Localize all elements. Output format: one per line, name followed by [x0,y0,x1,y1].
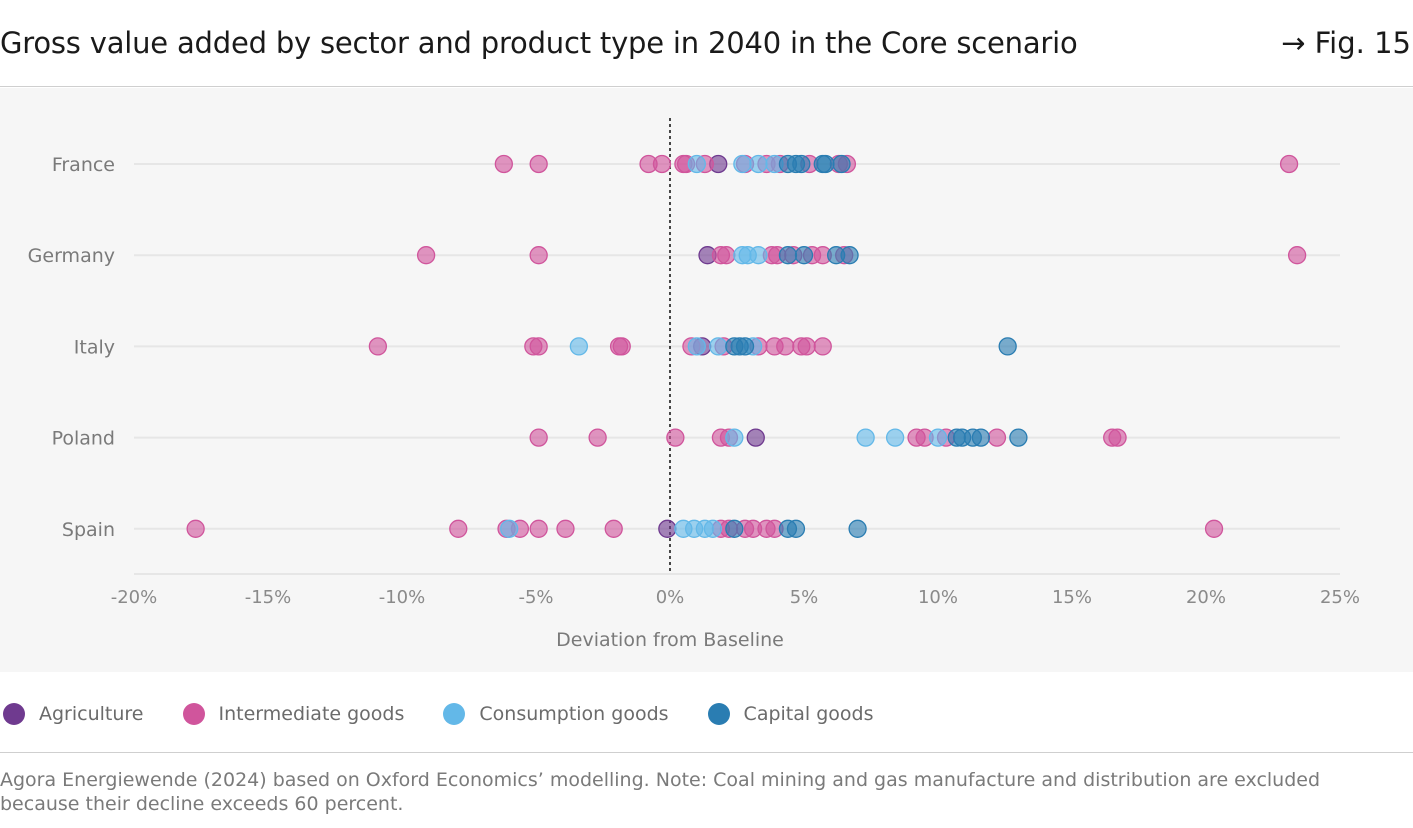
point-intermediate-goods [1279,154,1299,174]
point-capital-goods [794,246,814,265]
x-tick-label: -20% [111,587,158,608]
point-intermediate-goods [449,519,468,538]
legend: Agriculture Intermediate goods Consumpti… [0,700,909,728]
point-capital-goods [1009,428,1028,447]
x-tick-label: 25% [1320,587,1360,608]
x-tick-label: 5% [790,587,819,608]
point-consumption-goods [569,337,589,356]
point-intermediate-goods [529,519,548,538]
point-intermediate-goods [813,337,832,356]
point-capital-goods [725,519,744,538]
point-intermediate-goods [1287,246,1307,265]
point-intermediate-goods [776,337,795,356]
point-intermediate-goods [588,428,607,447]
point-intermediate-goods [368,337,388,356]
x-tick-label: 10% [918,587,958,608]
legend-item-intermediate-goods: Intermediate goods [180,703,405,725]
point-consumption-goods [928,428,948,447]
point-intermediate-goods [666,428,685,447]
x-axis-ticks: -20% -15% -10% -5% 0% 5% 10% 15% 20% 25% [111,587,1360,608]
point-consumption-goods [709,337,728,356]
x-tick-label: 0% [656,587,685,608]
chart-title: Gross value added by sector and product … [0,26,1078,60]
point-intermediate-goods [186,519,205,538]
point-intermediate-goods [529,246,548,265]
category-label: France [52,154,115,176]
category-label: Spain [62,519,115,541]
point-intermediate-goods [1108,428,1127,447]
point-agriculture [746,428,765,447]
x-tick-label: -10% [379,587,426,608]
category-label: Italy [74,336,115,358]
legend-item-agriculture: Agriculture [0,703,144,725]
legend-label: Agriculture [39,703,144,725]
category-label: Germany [28,245,115,267]
point-intermediate-goods [1204,519,1224,538]
figure-reference: → Fig. 15 [1281,26,1411,60]
point-consumption-goods [749,154,768,174]
point-capital-goods [832,154,851,174]
legend-swatch [182,703,205,725]
point-intermediate-goods [717,246,736,265]
legend-label: Capital goods [743,703,874,725]
header-divider [0,86,1413,87]
point-consumption-goods [856,428,875,447]
point-intermediate-goods [612,337,631,356]
legend-swatch [3,703,25,725]
x-tick-label: 20% [1186,587,1226,608]
x-tick-label: 15% [1052,587,1092,608]
point-consumption-goods [687,154,706,174]
point-capital-goods [735,337,755,356]
point-consumption-goods [703,519,723,538]
point-intermediate-goods [556,519,575,538]
point-capital-goods [971,428,991,447]
legend-label: Intermediate goods [218,703,405,725]
point-consumption-goods [733,154,752,174]
point-consumption-goods [885,428,905,447]
point-intermediate-goods [797,337,816,356]
point-consumption-goods [687,337,706,356]
point-consumption-goods [725,428,744,447]
legend-item-consumption-goods: Consumption goods [440,703,669,725]
point-agriculture [658,519,677,538]
data-points [186,154,1307,538]
point-intermediate-goods [529,154,548,174]
point-capital-goods [816,154,835,174]
point-intermediate-goods [416,246,436,265]
category-labels: France Germany Italy Poland Spain [28,154,115,541]
source-note: Agora Energiewende (2024) based on Oxfor… [0,769,1321,815]
point-consumption-goods [749,246,768,265]
point-capital-goods [786,519,806,538]
point-capital-goods [998,337,1017,356]
grid-lines [134,163,1340,575]
point-capital-goods [848,519,867,538]
point-intermediate-goods [987,428,1007,447]
x-tick-label: -5% [518,587,553,608]
point-consumption-goods [500,519,519,538]
point-intermediate-goods [529,337,548,356]
point-intermediate-goods [529,428,548,447]
category-label: Poland [52,428,115,450]
point-capital-goods [840,246,859,265]
footer-divider [0,752,1413,753]
point-intermediate-goods [652,154,672,174]
point-capital-goods [792,154,811,174]
x-axis-label: Deviation from Baseline [556,629,784,651]
legend-label: Consumption goods [479,703,669,725]
point-intermediate-goods [604,519,623,538]
legend-swatch [707,703,730,725]
scatter-chart: France Germany Italy Poland Spain -20% -15% -1… [28,118,1360,651]
point-capital-goods [778,246,798,265]
point-intermediate-goods [494,154,513,174]
legend-swatch [443,703,466,725]
legend-item-capital-goods: Capital goods [705,703,874,725]
x-tick-label: -15% [245,587,292,608]
